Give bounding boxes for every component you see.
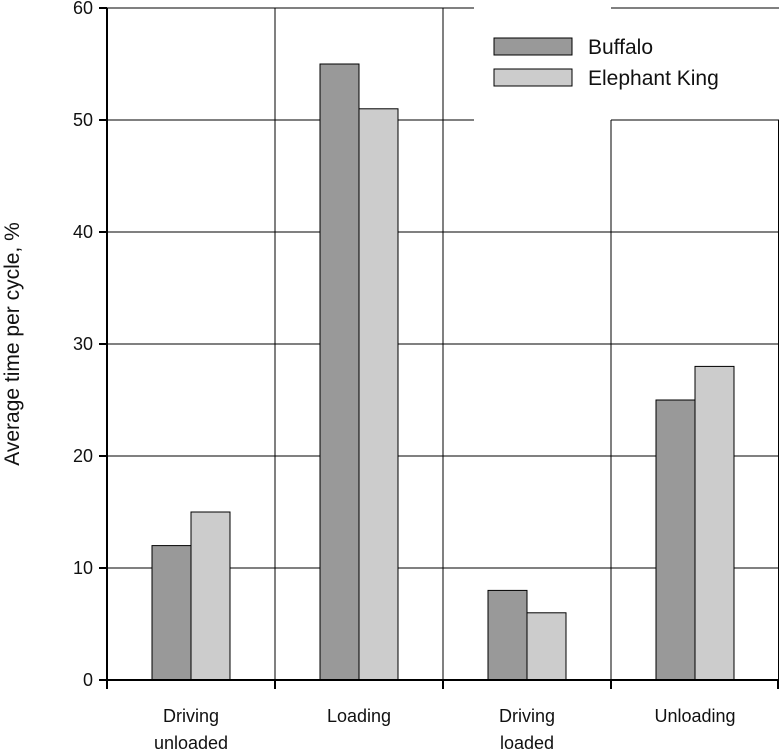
x-category-label: Unloading	[654, 706, 735, 726]
legend: Buffalo Elephant King	[493, 36, 719, 90]
bar-elephant-king	[694, 365, 735, 681]
bar-buffalo	[487, 589, 528, 681]
x-category-label: Driving loaded	[499, 706, 555, 750]
y-tick-label: 10	[73, 558, 93, 578]
axes	[99, 7, 779, 689]
legend-label-elephant-king: Elephant King	[588, 67, 719, 90]
x-category-labels: Driving unloaded Loading Driving loaded Unloa…	[154, 706, 736, 750]
bar-elephant-king	[190, 511, 231, 681]
x-category-label-line: unloaded	[154, 733, 228, 750]
x-category-label-line: Driving	[163, 706, 219, 726]
y-tick-label: 0	[83, 670, 93, 690]
y-tick-label: 20	[73, 446, 93, 466]
legend-swatch-buffalo	[493, 37, 573, 56]
x-category-label-line: loaded	[500, 733, 554, 750]
y-tick-label: 30	[73, 334, 93, 354]
bar-buffalo	[151, 545, 192, 681]
y-tick-label: 60	[73, 0, 93, 18]
bars	[151, 63, 735, 681]
y-tick-labels: 0 10 20 30 40 50 60	[73, 0, 93, 690]
bar-buffalo	[655, 399, 696, 681]
x-category-label-line: Loading	[327, 706, 391, 726]
x-category-label-line: Unloading	[654, 706, 735, 726]
x-category-label-line: Driving	[499, 706, 555, 726]
bar-elephant-king	[358, 108, 399, 681]
x-category-label: Driving unloaded	[154, 706, 228, 750]
x-category-label: Loading	[327, 706, 391, 726]
legend-label-buffalo: Buffalo	[588, 36, 653, 59]
y-axis-label: Average time per cycle, %	[1, 222, 24, 466]
bar-elephant-king	[526, 612, 567, 681]
bar-buffalo	[319, 63, 360, 681]
y-tick-label: 40	[73, 222, 93, 242]
legend-swatch-elephant-king	[493, 68, 573, 87]
y-tick-label: 50	[73, 110, 93, 130]
